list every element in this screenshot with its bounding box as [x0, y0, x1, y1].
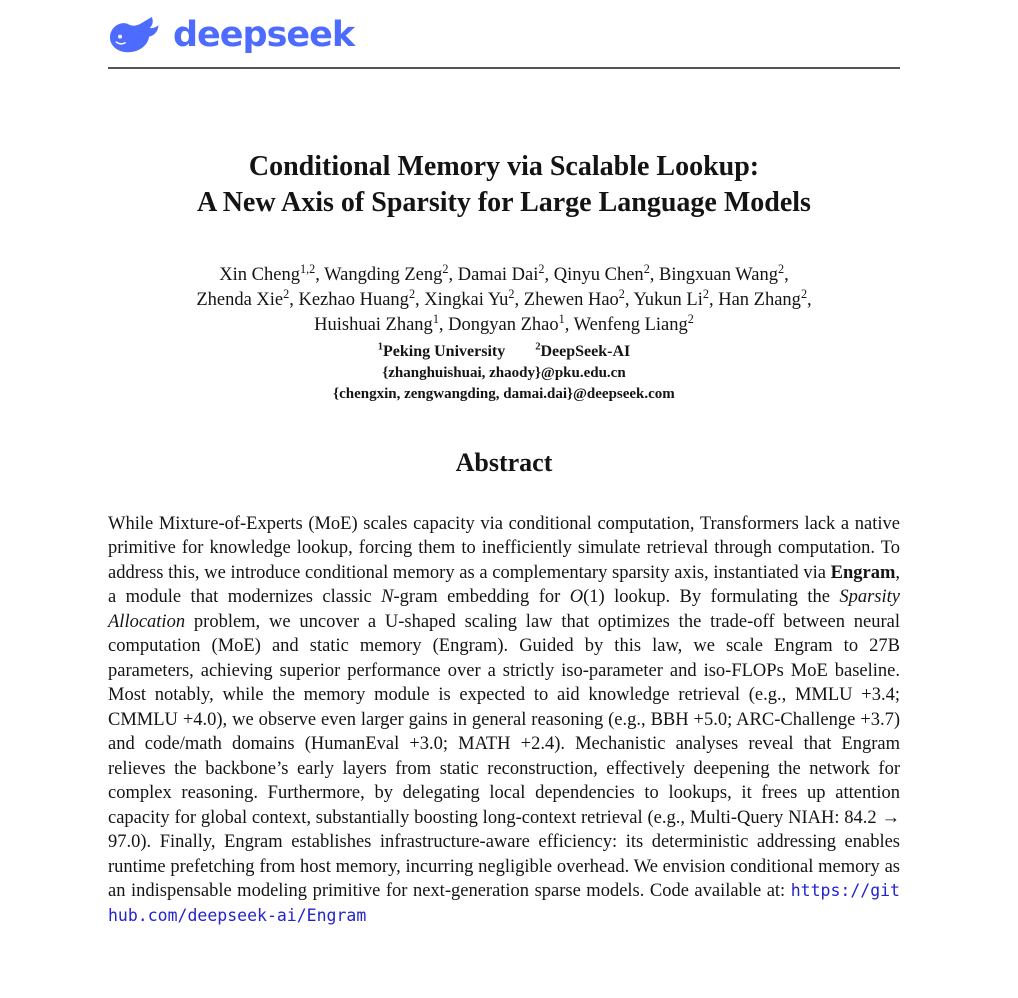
paper-title-line-2: A New Axis of Sparsity for Large Languag…	[197, 186, 811, 218]
author-superscript: 2	[618, 286, 625, 301]
author-superscript: 1	[432, 311, 439, 326]
author-superscript: 2	[508, 286, 515, 301]
author-separator: ,	[289, 289, 294, 310]
abstract-term-engram: Engram	[830, 562, 896, 583]
abstract-segment: While Mixture-of-Experts (MoE) scales ca…	[108, 513, 900, 583]
abstract-segment: problem, we uncover a U-shaped scaling l…	[108, 611, 900, 902]
author-superscript: 2	[777, 261, 785, 276]
paper-title: Conditional Memory via Scalable Lookup: …	[108, 149, 900, 221]
affiliation-name: Peking University	[383, 343, 506, 361]
author-superscript: 2	[702, 286, 709, 301]
author-name: Zhewen Hao	[523, 289, 619, 310]
author-separator: ,	[438, 314, 444, 335]
author-name: Xingkai Yu	[424, 289, 509, 310]
author-separator: ,	[807, 289, 812, 310]
author-name: Xin Cheng	[219, 264, 300, 285]
deepseek-logo: deepseek	[108, 0, 900, 58]
author-superscript: 2	[643, 261, 650, 276]
paper-page: deepseek Conditional Memory via Scalable…	[108, 0, 900, 929]
github-repo-link[interactable]: https://github.com/deepseek-ai/Engram	[108, 881, 900, 925]
abstract-segment: , a module that modernizes classic	[108, 562, 900, 608]
affiliation-name: DeepSeek-AI	[540, 343, 631, 361]
author-name: Wangding Zeng	[324, 264, 443, 285]
abstract-var-n: N	[381, 587, 394, 608]
abstract-segment: (1) lookup. By formulating the	[583, 587, 840, 608]
author-name: Zhenda Xie	[196, 289, 284, 310]
abstract-term-sparsity-allocation: Sparsity Allocation	[108, 587, 900, 632]
author: Xingkai Yu2,	[424, 286, 520, 310]
author-superscript: 2	[800, 286, 808, 301]
author: Zhenda Xie2,	[196, 286, 294, 310]
affiliation-superscript: 1	[377, 341, 383, 353]
abstract-var-o: O	[569, 587, 584, 608]
affiliation-superscript: 2	[535, 341, 541, 353]
author: Zhewen Hao2,	[523, 286, 630, 310]
author: Wenfeng Liang2	[573, 311, 694, 335]
page-header: deepseek	[108, 0, 900, 69]
affiliation-row: 1Peking University 2DeepSeek-AI	[108, 341, 900, 361]
author-superscript: 1,2	[299, 261, 316, 276]
author: Huishuai Zhang1,	[314, 311, 444, 335]
author-separator: ,	[564, 314, 570, 335]
author-superscript: 2	[283, 286, 290, 301]
email-deepseek: {chengxin, zengwangding, damai.dai}@deep…	[333, 386, 675, 403]
affiliation-deepseek: 2DeepSeek-AI	[535, 341, 631, 361]
affiliation-peking: 1Peking University	[377, 341, 506, 361]
author-superscript: 2	[442, 261, 449, 276]
author-separator: ,	[514, 289, 520, 310]
author-separator: ,	[315, 264, 320, 285]
author-name: Wenfeng Liang	[573, 314, 688, 335]
email-block: {zhanghuishuai, zhaody}@pku.edu.cn {chen…	[108, 363, 900, 406]
email-pku: {zhanghuishuai, zhaody}@pku.edu.cn	[382, 365, 626, 382]
author-separator: ,	[708, 289, 714, 310]
author-name: Qinyu Chen	[553, 264, 644, 285]
author: Yukun Li2,	[633, 286, 714, 310]
author-superscript: 2	[538, 261, 545, 276]
deepseek-whale-icon	[109, 17, 159, 53]
author-separator: ,	[784, 264, 789, 285]
author-superscript: 2	[408, 286, 416, 301]
author-name: Damai Dai	[457, 264, 539, 285]
author: Qinyu Chen2,	[553, 261, 655, 285]
author: Kezhao Huang2,	[298, 286, 420, 310]
author-line-3: Huishuai Zhang1, Dongyan Zhao1, Wenfeng …	[108, 313, 900, 338]
author: Xin Cheng1,2,	[219, 261, 320, 285]
author: Damai Dai2,	[457, 261, 550, 285]
author-name: Kezhao Huang	[298, 289, 409, 310]
abstract-text: While Mixture-of-Experts (MoE) scales ca…	[108, 512, 900, 929]
author-separator: ,	[448, 264, 454, 285]
author-name: Huishuai Zhang	[314, 314, 433, 335]
author-superscript: 2	[687, 311, 694, 326]
deepseek-wordmark: deepseek	[173, 14, 355, 55]
author-separator: ,	[624, 289, 630, 310]
paper-title-line-1: Conditional Memory via Scalable Lookup:	[248, 151, 760, 182]
author: Dongyan Zhao1,	[448, 311, 570, 335]
author-name: Dongyan Zhao	[448, 314, 559, 335]
author: Han Zhang2,	[718, 286, 812, 310]
author-line-1: Xin Cheng1,2, Wangding Zeng2, Damai Dai2…	[108, 261, 900, 288]
author-name: Yukun Li	[633, 289, 703, 310]
author: Wangding Zeng2,	[324, 261, 454, 285]
author-name: Han Zhang	[718, 289, 801, 310]
author-separator: ,	[649, 264, 655, 285]
author-line-2: Zhenda Xie2, Kezhao Huang2, Xingkai Yu2,…	[108, 288, 900, 313]
author-separator: ,	[544, 264, 550, 285]
abstract-segment: -gram embedding for	[393, 587, 570, 608]
author-separator: ,	[415, 289, 420, 310]
author: Bingxuan Wang2,	[659, 261, 789, 285]
author-superscript: 1	[558, 311, 565, 326]
abstract-heading: Abstract	[455, 447, 553, 477]
author-name: Bingxuan Wang	[659, 264, 778, 285]
header-divider	[108, 67, 900, 69]
author-block: Xin Cheng1,2, Wangding Zeng2, Damai Dai2…	[108, 261, 900, 338]
